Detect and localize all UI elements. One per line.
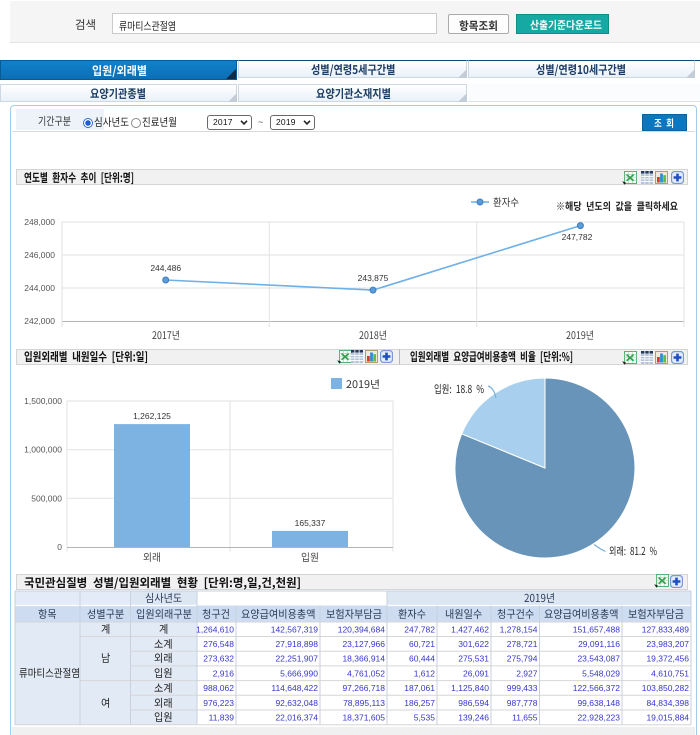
svg-text:243,875: 243,875 (358, 273, 389, 283)
svg-text:1,427,462: 1,427,462 (451, 624, 489, 634)
svg-text:275,794: 275,794 (507, 654, 538, 664)
svg-text:142,567,319: 142,567,319 (271, 624, 319, 634)
svg-text:29,091,116: 29,091,116 (578, 639, 620, 649)
svg-text:114,648,422: 114,648,422 (271, 683, 318, 693)
svg-text:26,091: 26,091 (463, 668, 489, 678)
svg-text:5,548,029: 5,548,029 (582, 668, 620, 678)
svg-text:986,594: 986,594 (458, 698, 489, 708)
svg-text:19,372,456: 19,372,456 (646, 654, 689, 664)
svg-text:2,927: 2,927 (516, 668, 538, 678)
svg-text:246,000: 246,000 (24, 250, 55, 260)
svg-text:1,612: 1,612 (414, 668, 436, 678)
svg-text:18,366,914: 18,366,914 (342, 654, 385, 664)
svg-text:244,000: 244,000 (24, 283, 55, 293)
svg-text:247,782: 247,782 (562, 232, 593, 242)
svg-text:244,486: 244,486 (150, 263, 181, 273)
svg-text:976,223: 976,223 (203, 698, 234, 708)
svg-text:97,266,718: 97,266,718 (342, 683, 385, 693)
svg-text:0: 0 (57, 542, 62, 552)
svg-text:165,337: 165,337 (295, 518, 326, 528)
svg-text:11,655: 11,655 (512, 713, 538, 723)
svg-text:122,566,372: 122,566,372 (573, 683, 621, 693)
svg-text:1,264,610: 1,264,610 (196, 624, 234, 634)
svg-text:22,928,223: 22,928,223 (577, 713, 620, 723)
svg-text:78,895,113: 78,895,113 (343, 698, 385, 708)
svg-text:301,622: 301,622 (458, 639, 489, 649)
svg-text:11,839: 11,839 (209, 713, 235, 723)
svg-text:60,721: 60,721 (409, 639, 435, 649)
svg-text:999,433: 999,433 (507, 683, 538, 693)
svg-text:248,000: 248,000 (24, 217, 55, 227)
svg-text:1,262,125: 1,262,125 (133, 411, 171, 421)
svg-text:1,278,154: 1,278,154 (500, 624, 538, 634)
svg-text:987,778: 987,778 (507, 698, 538, 708)
svg-text:273,632: 273,632 (203, 654, 234, 664)
svg-text:99,638,148: 99,638,148 (577, 698, 620, 708)
svg-text:127,833,489: 127,833,489 (642, 624, 690, 634)
svg-text:22,251,907: 22,251,907 (275, 654, 318, 664)
svg-text:4,610,751: 4,610,751 (651, 668, 689, 678)
svg-text:1,125,840: 1,125,840 (451, 683, 489, 693)
svg-text:247,782: 247,782 (404, 624, 435, 634)
svg-text:139,246: 139,246 (458, 713, 489, 723)
svg-text:275,531: 275,531 (458, 654, 489, 664)
svg-text:278,721: 278,721 (507, 639, 538, 649)
svg-text:22,016,374: 22,016,374 (275, 713, 318, 723)
svg-text:23,543,087: 23,543,087 (577, 654, 620, 664)
svg-text:1,000,000: 1,000,000 (24, 445, 62, 455)
svg-text:1,500,000: 1,500,000 (24, 396, 62, 406)
svg-text:4,761,052: 4,761,052 (347, 668, 385, 678)
svg-text:5,535: 5,535 (414, 713, 436, 723)
svg-text:23,983,207: 23,983,207 (646, 639, 689, 649)
svg-text:18,371,605: 18,371,605 (342, 713, 385, 723)
svg-text:2,916: 2,916 (213, 668, 235, 678)
svg-text:19,015,884: 19,015,884 (646, 713, 689, 723)
svg-text:151,657,488: 151,657,488 (573, 624, 621, 634)
svg-text:242,000: 242,000 (24, 316, 55, 326)
svg-text:27,918,898: 27,918,898 (275, 639, 318, 649)
svg-text:187,061: 187,061 (404, 683, 435, 693)
svg-text:103,850,282: 103,850,282 (642, 683, 690, 693)
svg-text:276,548: 276,548 (203, 639, 234, 649)
svg-text:186,257: 186,257 (404, 698, 435, 708)
svg-text:84,834,398: 84,834,398 (646, 698, 689, 708)
svg-text:92,632,048: 92,632,048 (275, 698, 318, 708)
svg-text:500,000: 500,000 (31, 493, 62, 503)
svg-text:988,062: 988,062 (203, 683, 234, 693)
svg-text:23,127,966: 23,127,966 (342, 639, 385, 649)
svg-text:5,666,990: 5,666,990 (280, 668, 318, 678)
svg-text:120,394,684: 120,394,684 (338, 624, 386, 634)
svg-text:60,444: 60,444 (409, 654, 435, 664)
